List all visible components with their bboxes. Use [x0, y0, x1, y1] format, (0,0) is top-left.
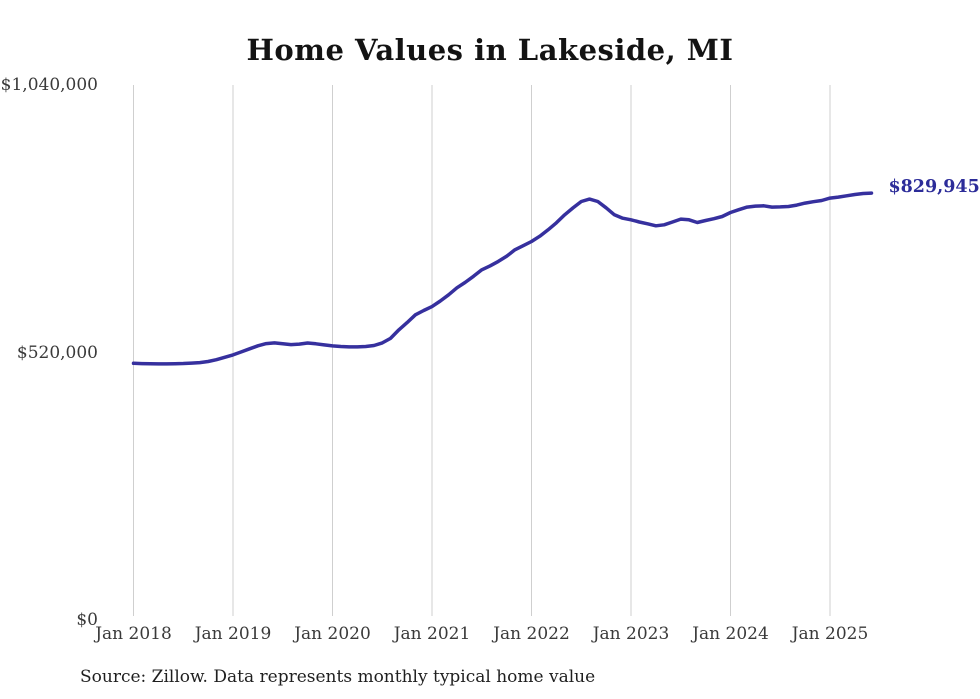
- y-tick-label: $520,000: [16, 342, 98, 363]
- x-tick-label: Jan 2024: [692, 624, 769, 644]
- home-value-line: [131, 191, 874, 366]
- x-tick-label: Jan 2023: [592, 624, 670, 644]
- source-note: Source: Zillow. Data represents monthly …: [80, 667, 596, 687]
- x-tick-label: Jan 2025: [791, 624, 869, 644]
- chart-title: Home Values in Lakeside, MI: [246, 33, 734, 67]
- y-tick-label: $0: [76, 610, 98, 630]
- x-tick-label: Jan 2018: [95, 624, 172, 644]
- latest-value-label: $829,945: [888, 177, 980, 198]
- x-tick-label: Jan 2019: [194, 624, 272, 644]
- x-tick-label: Jan 2021: [393, 624, 471, 644]
- x-tick-label: Jan 2022: [493, 624, 570, 644]
- x-tick-label: Jan 2020: [294, 624, 371, 644]
- vertical-gridlines: [133, 85, 831, 616]
- y-tick-label: $1,040,000: [0, 75, 98, 95]
